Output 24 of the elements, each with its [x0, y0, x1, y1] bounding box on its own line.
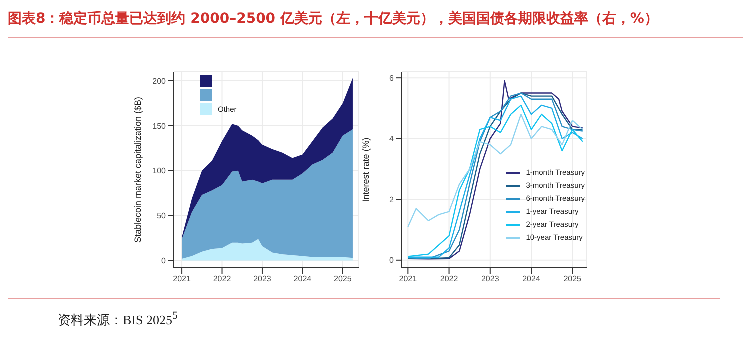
line-series — [408, 114, 584, 228]
y-tick-label: 50 — [157, 212, 167, 221]
chart-title: 图表8：稳定币总量已达到约 2000–2500 亿美元（左，十亿美元），美国国债各期限收益率（右，%） — [8, 10, 658, 28]
x-tick-label: 2023 — [481, 274, 500, 284]
y-tick-label: 2 — [390, 195, 395, 204]
y-axis-title: Stablecoin market capitalization ($B) — [133, 96, 144, 244]
x-tick-label: 2021 — [399, 274, 418, 284]
x-tick-label: 2021 — [173, 274, 192, 284]
x-tick-label: 2022 — [213, 274, 232, 284]
y-axis-title: Interest rate (%) — [361, 138, 372, 202]
x-tick-label: 2022 — [440, 274, 459, 284]
y-tick-label: 6 — [390, 74, 395, 83]
x-tick-label: 2024 — [294, 274, 312, 284]
y-tick-label: 0 — [390, 256, 395, 266]
x-tick-label: 2024 — [522, 274, 541, 284]
y-tick-label: 100 — [152, 166, 167, 176]
text: 资料来源：BIS 2025$^{5}$ — [58, 310, 178, 330]
y-tick-label: 4 — [390, 134, 395, 144]
x-tick-label: 2025 — [334, 274, 352, 284]
x-tick-label: 2025 — [564, 274, 582, 284]
y-tick-label: 0 — [162, 256, 167, 266]
y-tick-label: 200 — [152, 76, 167, 86]
x-tick-label: 2023 — [254, 274, 272, 284]
y-tick-label: 150 — [152, 122, 167, 131]
